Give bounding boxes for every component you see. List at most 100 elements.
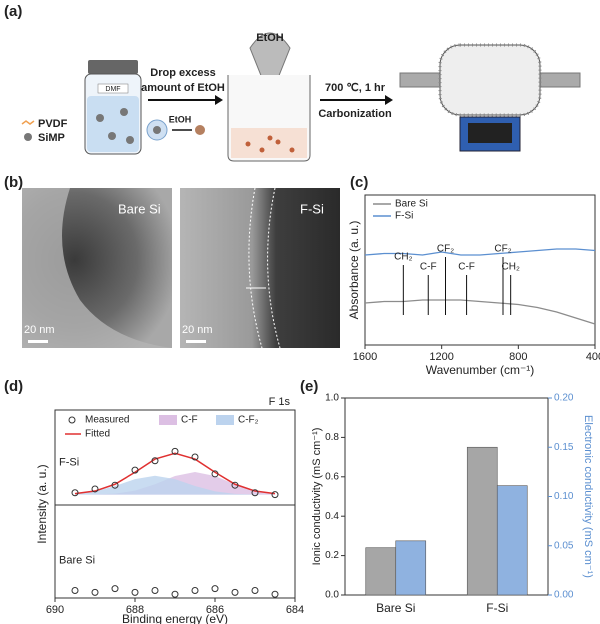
funnel-label: EtOH: [256, 32, 284, 44]
legend-label: SiMP: [38, 132, 65, 144]
bar: [466, 446, 498, 596]
annotation-label: CF₂: [437, 244, 454, 255]
control-panel: [468, 123, 512, 143]
arrowhead: [215, 95, 223, 105]
legend-label: C-F: [181, 415, 198, 426]
legend-label: Bare Si: [395, 199, 428, 210]
y-tick-label: 0.8: [325, 432, 339, 443]
legend-swatch: [216, 415, 234, 425]
particle: [96, 114, 104, 122]
particle: [126, 136, 134, 144]
inset-label: EtOH: [169, 114, 192, 124]
scale-label: 20 nm: [182, 324, 213, 336]
particle: [108, 132, 116, 140]
legend-label: PVDF: [38, 118, 68, 130]
data-point: [251, 489, 259, 497]
y2-tick-label: 0.05: [554, 540, 574, 551]
vial-label: DMF: [105, 86, 120, 93]
tem-background: [22, 188, 172, 348]
x-axis-label: Binding energy (eV): [122, 612, 228, 624]
y2-tick-label: 0.15: [554, 442, 574, 453]
panel-label: Bare Si: [59, 554, 95, 566]
data-point: [111, 585, 119, 593]
legend-label: C-F₂: [238, 415, 259, 426]
scale-label: 20 nm: [24, 324, 55, 336]
data-point: [191, 586, 199, 594]
legend-swatch: [159, 415, 177, 425]
boundary: [248, 187, 263, 349]
particle: [153, 126, 161, 134]
x-tick-label: 684: [286, 604, 304, 616]
bar: [395, 540, 427, 596]
x-tick-label: 1200: [429, 351, 453, 363]
step-label: 700 ℃, 1 hr: [325, 82, 386, 94]
y-tick-label: 1.0: [325, 393, 339, 404]
series-line: [364, 248, 596, 256]
y-axis-label: Absorbance (a. u.): [347, 221, 361, 320]
data-point: [271, 491, 279, 499]
y2-tick-label: 0.20: [554, 393, 574, 404]
data-point: [171, 590, 179, 598]
annotation-label: C-F: [458, 262, 475, 273]
y-axis-label: Ionic conductivity (mS cm⁻¹): [311, 428, 323, 566]
data-point: [191, 453, 199, 461]
y-tick-label: 0.4: [325, 511, 339, 522]
annotation-label: CH₂: [502, 262, 520, 273]
data-point: [151, 457, 159, 465]
panel-label: (c): [350, 174, 368, 191]
legend-swatch: [68, 416, 76, 424]
y-tick-label: 0.2: [325, 550, 339, 561]
annotation-label: CF₂: [494, 244, 511, 255]
step-label: Carbonization: [318, 108, 392, 120]
component-area: [75, 475, 275, 495]
data-point: [231, 481, 239, 489]
image-label: Bare Si: [118, 201, 161, 216]
x-tick-label: 800: [509, 351, 527, 363]
panel-label: (b): [4, 174, 23, 191]
boundary: [267, 187, 281, 349]
tem-image: [180, 188, 340, 348]
panel-label: F-Si: [59, 457, 79, 469]
plot-frame: [54, 409, 296, 599]
vial-tag: [97, 83, 129, 94]
data-point: [131, 588, 139, 596]
chart-title: F 1s: [269, 396, 291, 408]
step-label: amount of EtOH: [141, 82, 225, 94]
plot-frame: [364, 194, 596, 346]
data-point: [251, 586, 259, 594]
x-tick-label: F-Si: [486, 601, 508, 615]
panel-label: (a): [4, 3, 22, 20]
x-tick-label: 688: [126, 604, 144, 616]
simp-icon: [24, 133, 32, 141]
coated-particle: [195, 125, 205, 135]
legend-label: Fitted: [85, 429, 110, 440]
data-point: [91, 485, 99, 493]
data-point: [211, 470, 219, 478]
step-label: Drop excess: [150, 67, 215, 79]
panel-label: (d): [4, 378, 23, 395]
series-line: [364, 299, 596, 325]
x-tick-label: 1600: [353, 351, 377, 363]
data-point: [231, 588, 239, 596]
y2-tick-label: 0.00: [554, 590, 574, 601]
x-tick-label: Bare Si: [376, 601, 415, 615]
particle: [120, 108, 128, 116]
furnace-coil: [439, 44, 541, 116]
image-label: F-Si: [300, 201, 324, 216]
schematic: DMF PVDF SiMP Drop excess amount of EtOH…: [21, 32, 581, 162]
x-tick-label: 400: [586, 351, 600, 363]
panel-label: (e): [300, 378, 318, 395]
x-tick-label: 690: [46, 604, 64, 616]
arrowhead: [385, 95, 393, 105]
vial-cap: [88, 60, 138, 74]
y2-axis-label: Electronic conductivity (mS cm⁻¹): [582, 415, 594, 578]
x-axis-label: Wavenumber (cm⁻¹): [426, 363, 535, 377]
liquid: [231, 128, 307, 158]
scale-bar: [186, 340, 206, 343]
x-tick-label: 686: [206, 604, 224, 616]
y-tick-label: 0.6: [325, 471, 339, 482]
data-point: [151, 586, 159, 594]
data-point: [71, 586, 79, 594]
